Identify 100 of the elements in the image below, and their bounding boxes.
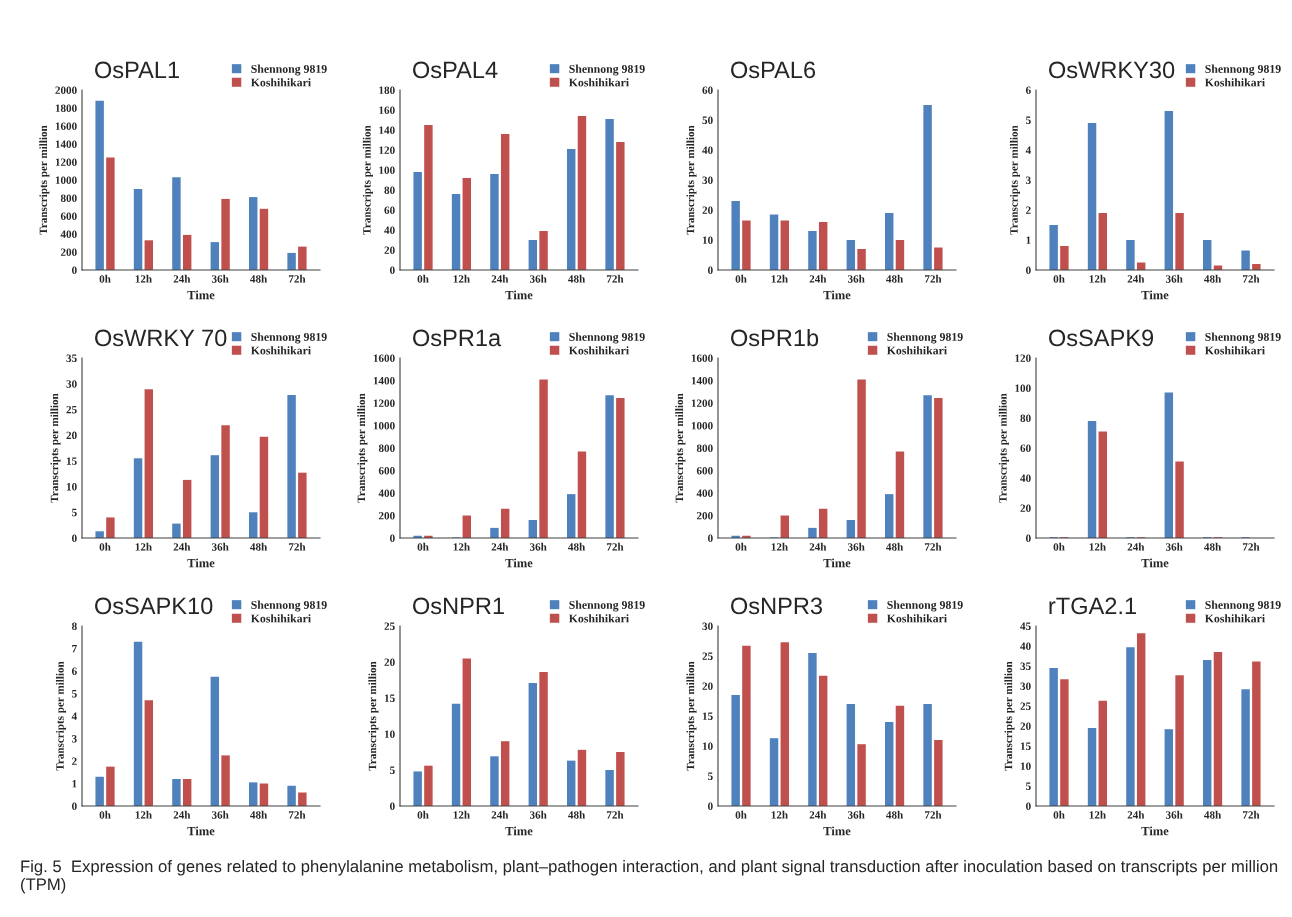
x-tick-label: 12h (771, 810, 788, 819)
chart-title: OsPR1b (731, 328, 819, 347)
y-tick-label: 5 (708, 772, 713, 780)
x-tick-label: 12h (771, 274, 788, 283)
y-tick-label: 400 (378, 489, 395, 497)
x-tick-label: 12h (453, 810, 470, 819)
x-tick-label: 72h (924, 274, 942, 283)
y-tick-label: 5 (1026, 782, 1031, 790)
x-tick-label: 48h (1204, 810, 1222, 819)
y-tick-label: 60 (384, 206, 395, 214)
y-tick-label: 30 (702, 176, 713, 184)
chart-title: OsPR1a (413, 329, 502, 347)
legend-label: Koshihikari (568, 614, 629, 623)
x-tick-label: 48h (1204, 542, 1222, 551)
y-tick-label: 600 (696, 466, 713, 475)
y-tick-label: 60 (702, 86, 713, 94)
legend-label: Shennong 9819 (1205, 64, 1281, 76)
x-tick-label: 72h (924, 810, 942, 819)
y-tick-label: 30 (66, 380, 77, 388)
y-tick-label: 45 (1020, 622, 1031, 630)
y-axis-title: Transcripts per million (1004, 661, 1015, 771)
y-tick-label: 200 (696, 511, 713, 520)
y-tick-label: 3 (1026, 176, 1031, 184)
x-tick-label: 12h (1089, 810, 1106, 819)
y-tick-label: 200 (60, 248, 77, 256)
chart-title: OsPAL4 (413, 61, 498, 79)
x-tick-label: 0h (1053, 542, 1065, 551)
x-tick-label: 0h (1053, 810, 1065, 819)
y-tick-label: 60 (1020, 444, 1031, 452)
y-tick-label: 20 (702, 206, 713, 214)
x-tick-label: 24h (173, 810, 191, 819)
y-axis-title: Transcripts per million (55, 661, 67, 771)
y-tick-label: 20 (1020, 504, 1031, 512)
x-tick-label: 0h (417, 542, 429, 551)
y-axis-title: Transcripts per million (998, 393, 1009, 503)
x-tick-label: 48h (250, 274, 268, 283)
y-tick-label: 400 (60, 230, 77, 238)
x-tick-label: 36h (211, 810, 229, 819)
y-axis-title: Transcripts per million (686, 125, 697, 235)
x-tick-label: 0h (735, 542, 747, 551)
y-tick-label: 600 (378, 466, 395, 475)
y-tick-label: 1200 (55, 158, 77, 166)
x-tick-label: 48h (886, 274, 904, 283)
y-tick-label: 0 (72, 266, 77, 274)
x-axis-title: Time (505, 558, 533, 568)
y-axis-title: Transcripts per million (39, 125, 50, 235)
y-tick-label: 1600 (691, 354, 713, 362)
x-tick-label: 24h (1127, 274, 1145, 283)
y-tick-label: 10 (702, 236, 713, 244)
x-tick-label: 24h (491, 274, 509, 283)
y-axis-title: Transcripts per million (1009, 125, 1021, 235)
y-tick-label: 100 (379, 166, 395, 174)
y-axis-title: Transcripts per million (50, 393, 61, 503)
x-tick-label: 36h (529, 274, 547, 283)
x-tick-label: 12h (135, 274, 152, 283)
y-tick-label: 40 (1020, 474, 1031, 482)
legend-label: Shennong 9819 (569, 64, 645, 76)
y-tick-label: 35 (66, 354, 77, 362)
x-tick-label: 0h (417, 274, 429, 283)
legend-label: Shennong 9819 (1205, 332, 1281, 344)
x-tick-label: 12h (135, 810, 152, 819)
y-tick-label: 15 (702, 712, 713, 720)
y-tick-label: 0 (708, 802, 713, 810)
y-tick-label: 1400 (691, 376, 713, 385)
x-tick-label: 36h (529, 810, 547, 819)
chart-title: OsPAL6 (731, 61, 816, 79)
x-tick-label: 0h (735, 810, 747, 819)
y-tick-label: 30 (1020, 682, 1031, 690)
y-tick-label: 7 (72, 645, 77, 653)
x-tick-label: 36h (847, 274, 865, 283)
x-tick-label: 72h (1242, 810, 1260, 819)
x-tick-label: 24h (809, 542, 827, 551)
y-tick-label: 35 (1020, 662, 1031, 670)
legend-label: Shennong 9819 (887, 600, 963, 612)
y-tick-label: 0 (390, 266, 395, 274)
x-tick-label: 0h (99, 810, 111, 819)
legend-label: Koshihikari (568, 78, 629, 87)
x-tick-label: 0h (417, 810, 429, 819)
y-tick-label: 400 (696, 489, 713, 497)
y-tick-label: 1 (1026, 236, 1031, 244)
legend-label: Koshihikari (1204, 346, 1265, 355)
y-tick-label: 1000 (55, 176, 77, 184)
y-tick-label: 1400 (373, 376, 395, 385)
y-tick-label: 5 (72, 508, 77, 517)
y-tick-label: 40 (1020, 642, 1031, 650)
x-tick-label: 36h (211, 542, 229, 551)
x-tick-label: 36h (211, 274, 229, 283)
y-tick-label: 10 (384, 730, 395, 738)
legend-label: Koshihikari (250, 346, 311, 355)
y-tick-label: 15 (1020, 742, 1031, 750)
y-tick-label: 15 (66, 457, 77, 465)
x-tick-label: 36h (1165, 810, 1183, 819)
legend-label: Koshihikari (1204, 78, 1265, 87)
x-tick-label: 36h (529, 542, 547, 551)
x-axis-title: Time (823, 290, 851, 300)
x-axis-title: Time (187, 826, 215, 836)
y-tick-label: 25 (66, 405, 77, 414)
x-tick-label: 36h (1165, 274, 1183, 283)
x-tick-label: 12h (453, 542, 470, 551)
y-tick-label: 800 (378, 444, 395, 452)
